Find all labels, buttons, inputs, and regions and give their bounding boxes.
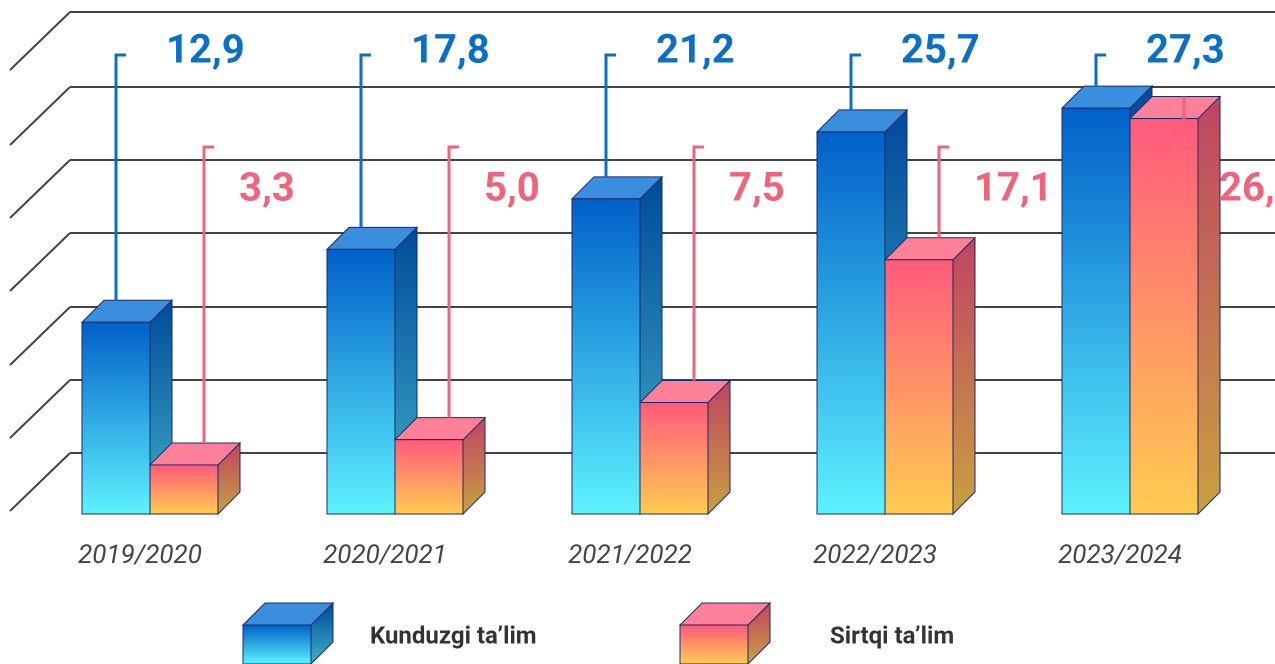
bar-side [952,236,976,516]
legend-label: Kunduzgi ta’lim [370,621,537,649]
x-tick-label: 2023/2024 [1058,540,1182,570]
data-label: 7,5 [729,164,785,211]
legend-item: Sirtqi ta’lim [678,601,954,664]
legend-label: Sirtqi ta’lim [830,621,954,649]
data-label: 26,6 [1219,164,1275,211]
bar-side [1197,95,1221,516]
bar [639,402,709,515]
bar [149,464,219,515]
data-label: 5,0 [484,164,540,211]
data-label: 12,9 [166,26,245,73]
bar [394,439,464,515]
bar [816,131,886,515]
label-leader [692,145,704,381]
bar [1061,107,1131,515]
data-label: 21,2 [656,26,735,73]
x-tick-label: 2019/2020 [78,540,202,570]
label-leader [937,145,949,238]
label-leader [1182,96,1194,149]
x-tick-label: 2020/2021 [323,540,447,570]
label-leader [359,53,371,228]
legend-item: Kunduzgi ta’lim [241,601,537,664]
bar [1129,118,1199,515]
data-label: 17,1 [974,164,1053,211]
bar [679,624,749,664]
label-leader [202,145,214,443]
label-leader [114,53,126,301]
bar [242,624,312,664]
label-leader [1094,53,1106,87]
data-label: 3,3 [239,164,295,211]
x-tick-label: 2021/2022 [568,540,692,570]
label-leader [849,53,861,110]
data-label: 25,7 [901,26,980,73]
data-label: 27,3 [1146,26,1225,73]
bar-side [707,379,731,516]
label-leader [604,53,616,177]
x-tick-label: 2022/2023 [813,540,937,570]
bars [80,84,1222,516]
data-label: 17,8 [411,26,490,73]
bar [81,321,151,515]
bar [571,198,641,515]
bar [326,248,396,515]
bar [884,259,954,515]
label-leader [447,145,459,418]
